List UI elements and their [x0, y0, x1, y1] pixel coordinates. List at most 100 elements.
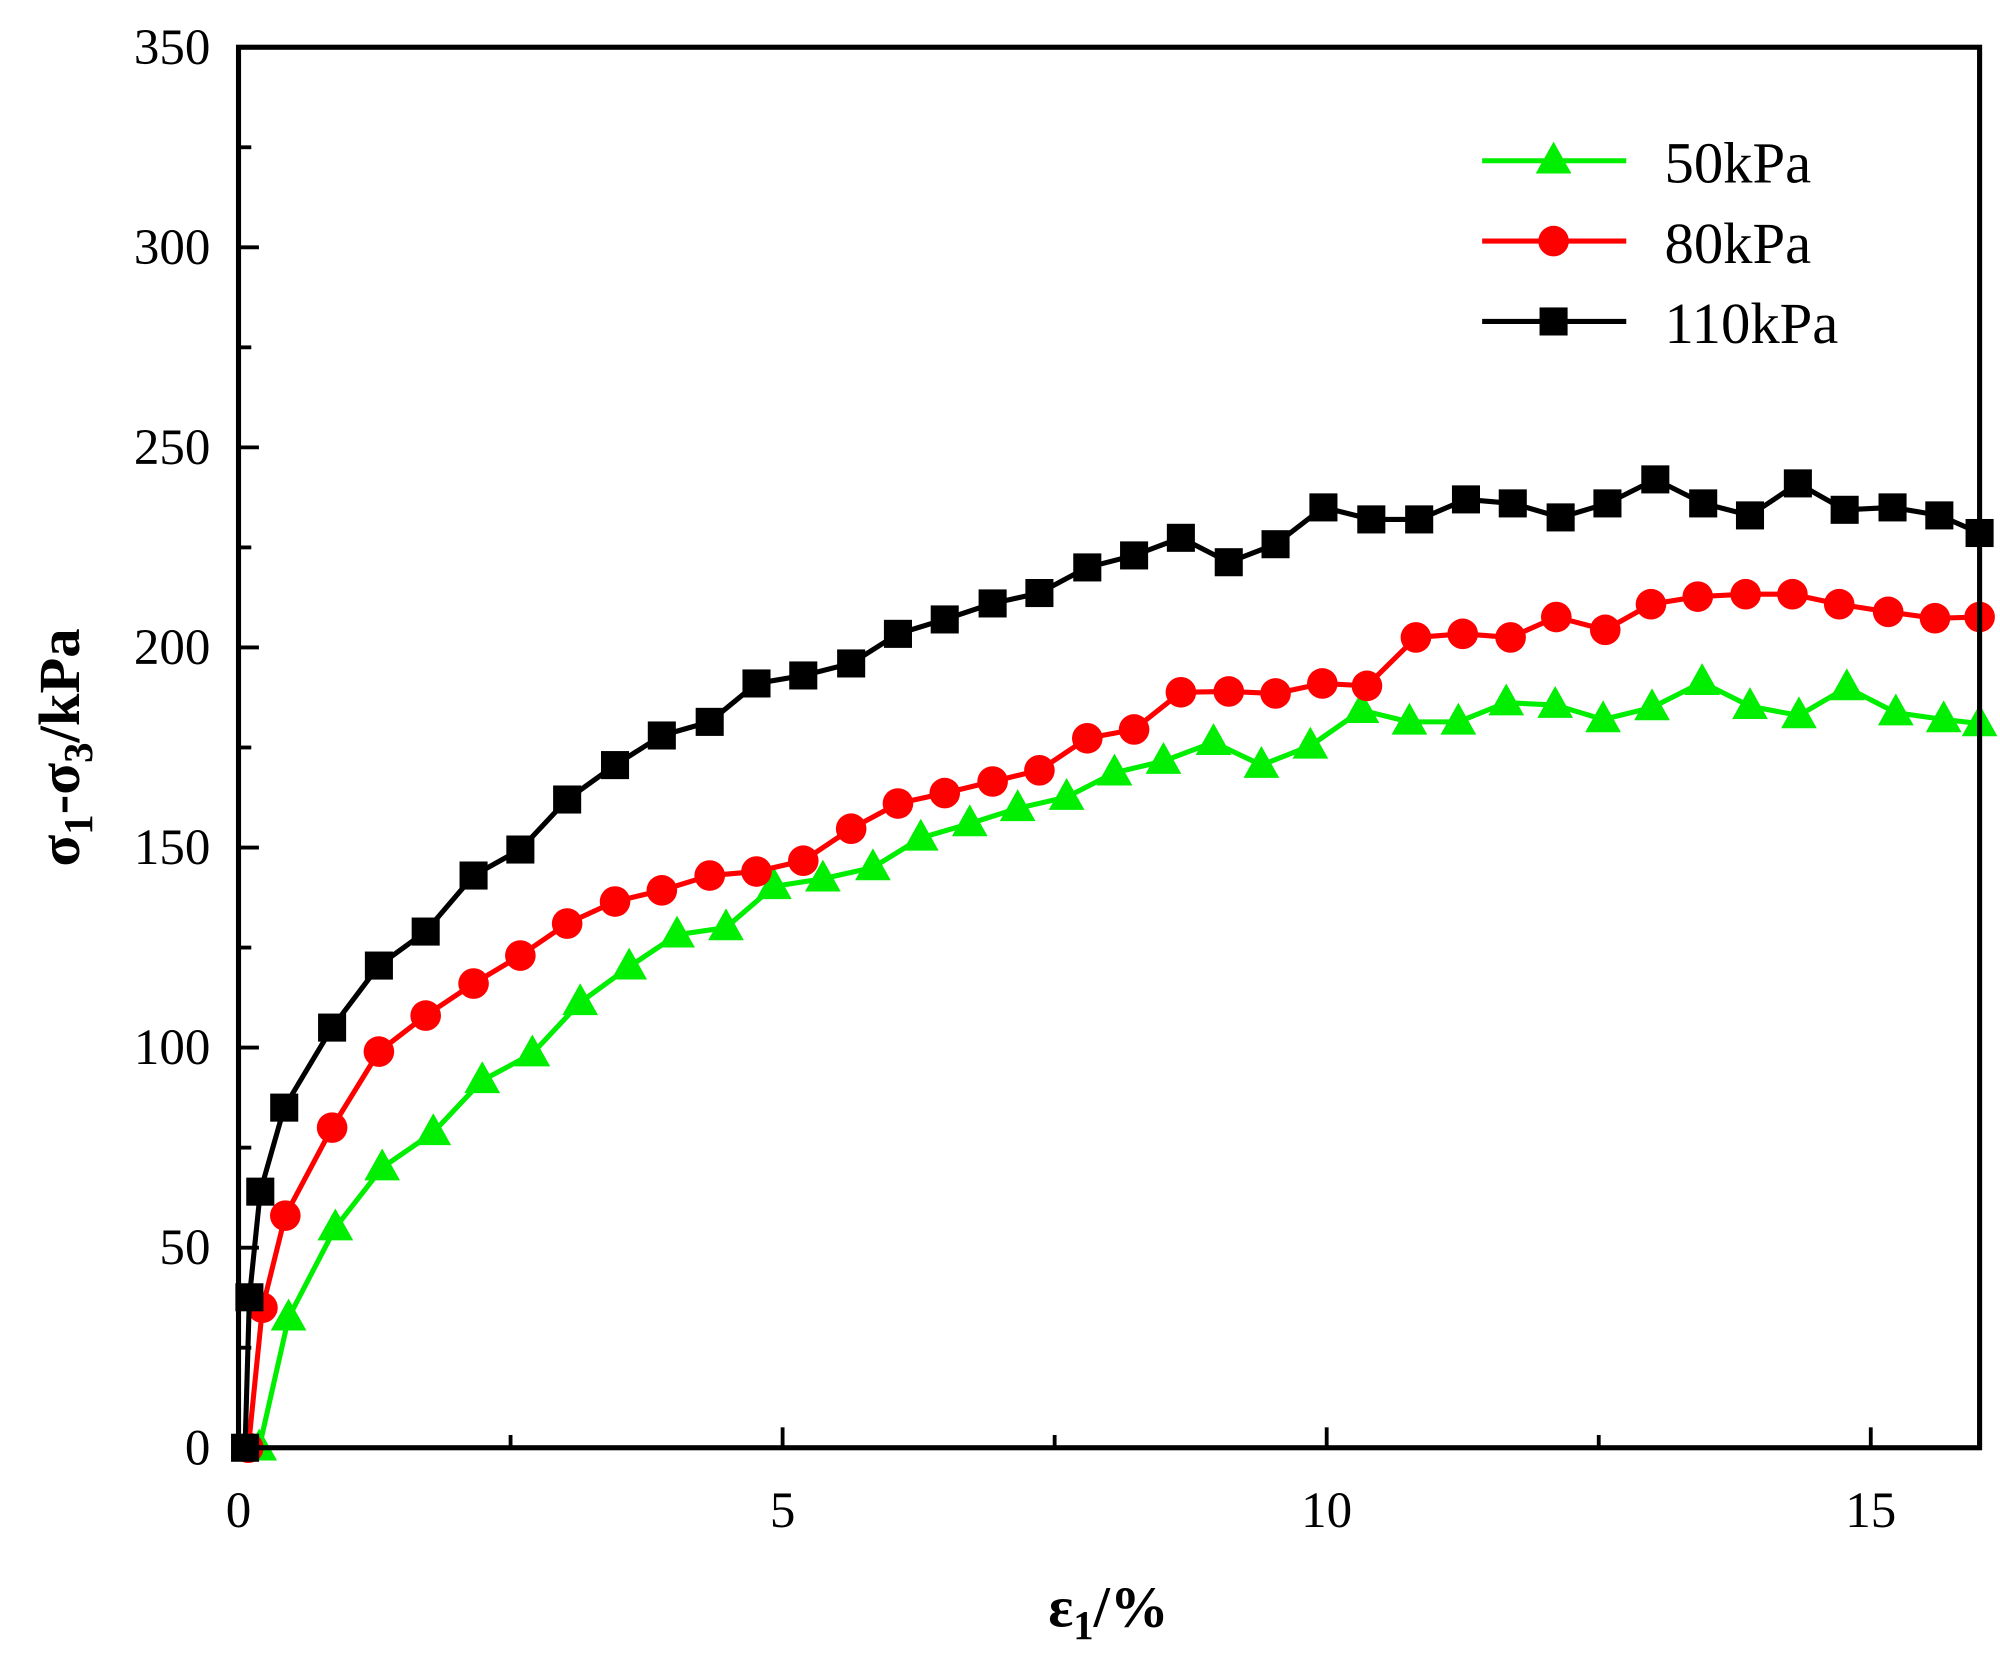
legend-label: 50kPa — [1665, 130, 1812, 195]
data-point — [1118, 714, 1150, 745]
data-point — [1071, 722, 1103, 754]
data-point — [505, 940, 536, 971]
x-tick-label: 0 — [226, 1483, 252, 1539]
series-line — [242, 476, 1981, 1448]
data-point — [977, 766, 1008, 797]
data-point — [562, 983, 599, 1016]
data-point — [1546, 503, 1575, 532]
data-point — [246, 1177, 275, 1206]
data-point — [695, 707, 724, 736]
data-point — [1684, 663, 1720, 696]
data-point — [506, 835, 535, 864]
x-axis-title: ε1/% — [1048, 1574, 1168, 1648]
data-point — [1877, 693, 1914, 726]
data-point — [459, 861, 488, 890]
data-point — [1781, 696, 1817, 729]
data-point — [1540, 601, 1572, 633]
data-point — [1307, 668, 1338, 699]
data-point — [1919, 602, 1951, 634]
data-point — [410, 1000, 441, 1031]
data-point — [363, 1036, 395, 1067]
data-point — [882, 788, 914, 819]
data-point — [1261, 530, 1290, 559]
data-point — [316, 1112, 348, 1143]
data-point — [647, 721, 676, 750]
data-point — [1585, 700, 1621, 733]
data-point — [1641, 465, 1670, 494]
data-point — [1243, 745, 1280, 778]
data-point — [458, 968, 489, 999]
data-point — [1925, 501, 1954, 530]
y-tick-label: 150 — [134, 820, 211, 876]
data-point — [1405, 505, 1434, 534]
data-point — [411, 917, 440, 946]
data-point — [1925, 700, 1962, 733]
data-point — [1391, 702, 1428, 735]
data-point — [855, 848, 891, 881]
series-layer — [231, 465, 1998, 1464]
data-point — [270, 1093, 299, 1122]
data-point — [951, 804, 988, 837]
data-point — [787, 845, 819, 877]
data-point — [1495, 622, 1526, 653]
y-tick-label: 250 — [134, 420, 211, 476]
data-point — [415, 1113, 452, 1146]
data-point — [553, 785, 582, 814]
data-point — [270, 1200, 301, 1231]
data-point — [1451, 485, 1481, 514]
y-tick-label: 50 — [159, 1220, 210, 1276]
data-point — [1777, 578, 1808, 610]
data-point — [837, 649, 866, 678]
series-50kPa — [241, 663, 1998, 1461]
data-point — [756, 867, 792, 900]
data-point — [1440, 702, 1477, 735]
y-tick-label: 0 — [185, 1420, 211, 1476]
data-point — [464, 1061, 501, 1094]
data-point — [1735, 501, 1765, 530]
data-point — [318, 1013, 347, 1042]
data-point — [1634, 688, 1670, 721]
data-point — [1872, 596, 1904, 628]
data-point — [694, 860, 726, 891]
legend-marker-circle — [1538, 225, 1569, 257]
x-tick-label: 15 — [1845, 1483, 1896, 1539]
x-tick-label: 5 — [770, 1483, 796, 1539]
y-tick-label: 300 — [134, 220, 211, 276]
data-point — [1145, 741, 1182, 774]
data-point — [1589, 614, 1621, 646]
data-point — [551, 908, 583, 939]
data-point — [1048, 777, 1085, 810]
data-point — [364, 1148, 401, 1181]
data-point — [1488, 683, 1525, 716]
data-point — [1498, 489, 1527, 518]
data-point — [270, 1298, 307, 1331]
series-line — [245, 591, 1980, 1449]
data-point — [1214, 548, 1243, 577]
data-point — [317, 1208, 354, 1241]
series-80kPa — [233, 578, 1995, 1464]
data-point — [1783, 469, 1812, 498]
data-point — [1213, 676, 1245, 707]
axis-ticks: 0 50 100 150 200 250 300 350 0 5 10 15 — [134, 20, 1896, 1539]
data-point — [978, 589, 1007, 618]
series-110kPa — [231, 465, 1994, 1462]
x-tick-label: 10 — [1301, 1483, 1352, 1539]
data-point — [600, 751, 630, 780]
data-point — [1166, 523, 1195, 552]
data-point — [1682, 581, 1714, 612]
data-point — [1730, 578, 1761, 610]
legend-marker-square — [1539, 307, 1568, 336]
data-point — [1732, 687, 1768, 720]
data-point — [742, 669, 771, 698]
data-point — [1635, 588, 1667, 620]
data-point — [789, 661, 818, 690]
data-point — [999, 789, 1036, 822]
data-point — [1828, 668, 1865, 701]
data-point — [659, 915, 695, 948]
data-point — [1024, 754, 1055, 786]
data-point — [1537, 685, 1574, 718]
data-point — [1878, 493, 1907, 522]
data-point — [805, 859, 841, 892]
data-point — [1292, 726, 1329, 759]
